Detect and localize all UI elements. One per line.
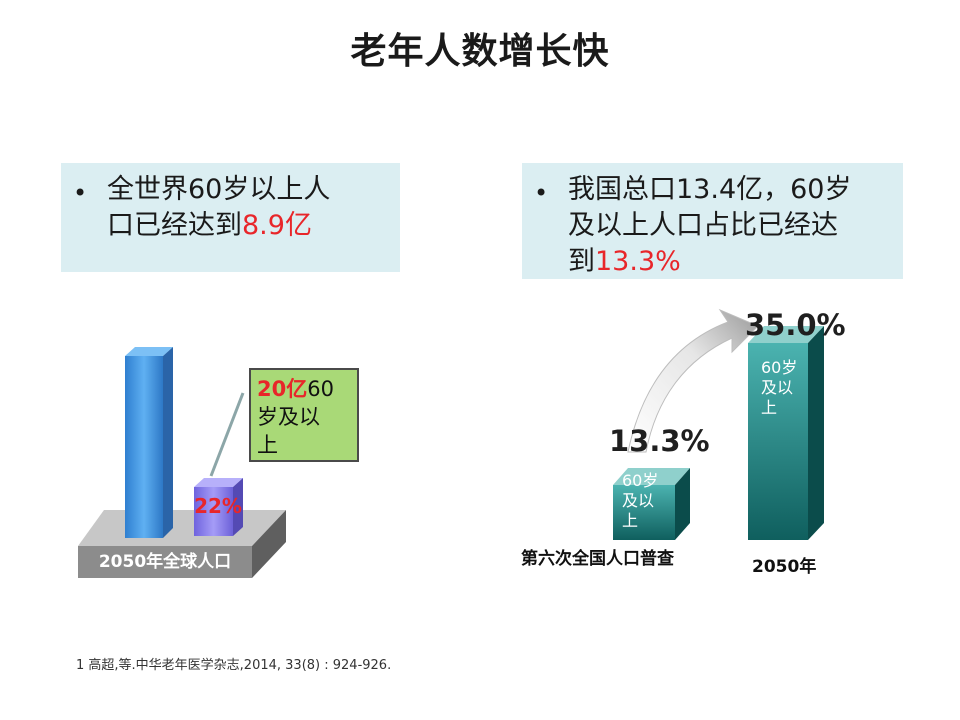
china-elderly-bullet-box: • 我国总口13.4亿，60岁 及以上人口占比已经达 到13.3% xyxy=(522,163,903,279)
global-population-label: 2050年全球人口 xyxy=(98,552,232,572)
bar-text-line: 60岁 xyxy=(622,471,659,490)
bullet-dot: • xyxy=(73,179,88,207)
bullet-line: 我国总口13.4亿，60岁 xyxy=(568,174,852,205)
growth-arrow-icon xyxy=(627,308,759,453)
callout-text: 60 xyxy=(307,377,334,401)
world-population-bar xyxy=(125,356,163,538)
bar-2050 xyxy=(748,343,808,540)
citation-footnote: 1 高超,等.中华老年医学杂志,2014, 33(8) : 924-926. xyxy=(76,658,392,673)
callout-highlight: 20亿 xyxy=(257,377,308,401)
elderly-count-callout: 20亿60 岁及以 上 xyxy=(249,368,359,462)
census-category-label: 第六次全国人口普查 xyxy=(521,549,674,569)
bullet-text: 我国总口13.4亿，60岁 及以上人口占比已经达 到13.3% xyxy=(568,172,851,280)
elderly-share-label: 22% xyxy=(194,494,242,518)
bullet-dot: • xyxy=(534,179,549,207)
highlight-value: 13.3% xyxy=(595,246,681,277)
callout-line: 岁及以 xyxy=(257,405,320,429)
bullet-text-normal: 口已经达到 xyxy=(107,210,242,241)
bar-text-line: 上 xyxy=(761,398,778,417)
platform-side xyxy=(252,510,286,578)
bar-text-line: 及以 xyxy=(761,378,794,397)
platform-top xyxy=(78,510,286,546)
census-value-label: 13.3% xyxy=(609,424,710,458)
platform-front xyxy=(78,546,252,578)
callout-line: 20亿60 xyxy=(257,375,351,403)
bar-text-line: 60岁 xyxy=(761,358,798,377)
forecast-bar-text: 60岁 及以 上 xyxy=(761,358,811,418)
callout-connector xyxy=(209,392,245,477)
bullet-line: 到13.3% xyxy=(568,244,851,280)
elderly-share-bar xyxy=(194,487,233,536)
bullet-line: 及以上人口占比已经达 xyxy=(568,210,838,241)
census-bar-text: 60岁 及以 上 xyxy=(622,471,672,531)
highlight-value: 8.9亿 xyxy=(242,210,312,241)
forecast-value-label: 35.0% xyxy=(745,308,846,342)
world-elderly-bullet-box: • 全世界60岁以上人 口已经达到8.9亿 xyxy=(61,163,400,272)
slide-title: 老年人数增长快 xyxy=(350,31,610,72)
bullet-text: 全世界60岁以上人 口已经达到8.9亿 xyxy=(107,172,330,244)
bar-census xyxy=(613,485,675,540)
bar-text-line: 及以 xyxy=(622,491,655,510)
bar-text-line: 上 xyxy=(622,511,639,530)
callout-line: 上 xyxy=(257,433,278,457)
bullet-line: 口已经达到8.9亿 xyxy=(107,208,330,244)
bullet-line: 全世界60岁以上人 xyxy=(107,174,331,205)
bullet-text-normal: 到 xyxy=(568,246,595,277)
forecast-category-label: 2050年 xyxy=(752,557,817,577)
